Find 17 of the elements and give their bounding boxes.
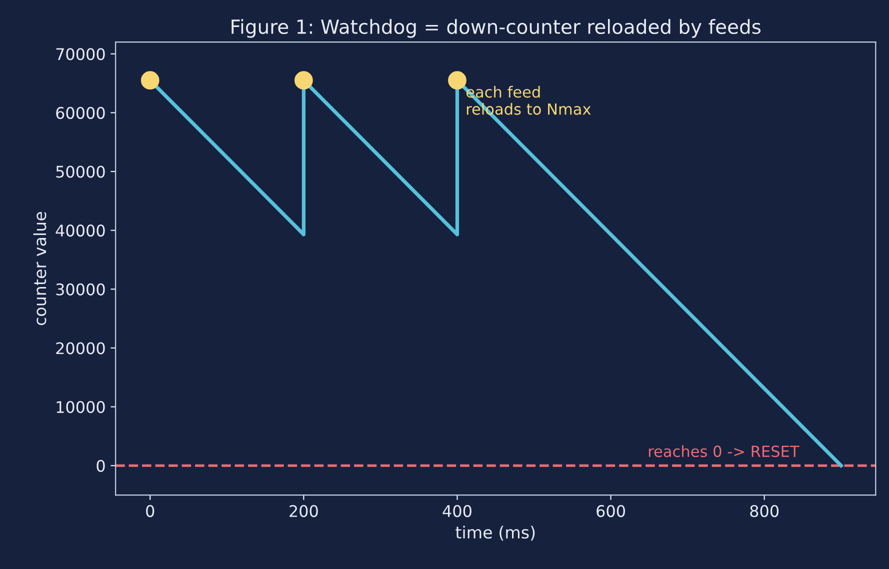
y-tick-label: 30000 <box>56 283 105 296</box>
y-axis-title: counter value <box>33 212 46 326</box>
y-tick-label: 60000 <box>56 106 105 119</box>
y-tick-label: 0 <box>96 460 105 472</box>
x-tick-label: 200 <box>290 505 318 518</box>
x-tick-label: 600 <box>596 505 625 518</box>
x-axis-title: time (ms) <box>456 526 535 541</box>
y-tick-label: 20000 <box>56 342 105 354</box>
chart-title: Figure 1: Watchdog = down-counter reloaded by feeds <box>232 19 761 38</box>
y-tick-label: 10000 <box>56 401 105 414</box>
y-tick-label: 50000 <box>56 166 105 178</box>
x-tick-label: 400 <box>442 505 472 518</box>
y-tick-label: 70000 <box>56 48 105 60</box>
ref-line-label: reaches 0 -> RESET <box>648 445 800 458</box>
y-tick-label: 40000 <box>56 224 105 237</box>
x-tick-label: 0 <box>146 505 154 518</box>
x-tick-label: 800 <box>750 505 779 518</box>
